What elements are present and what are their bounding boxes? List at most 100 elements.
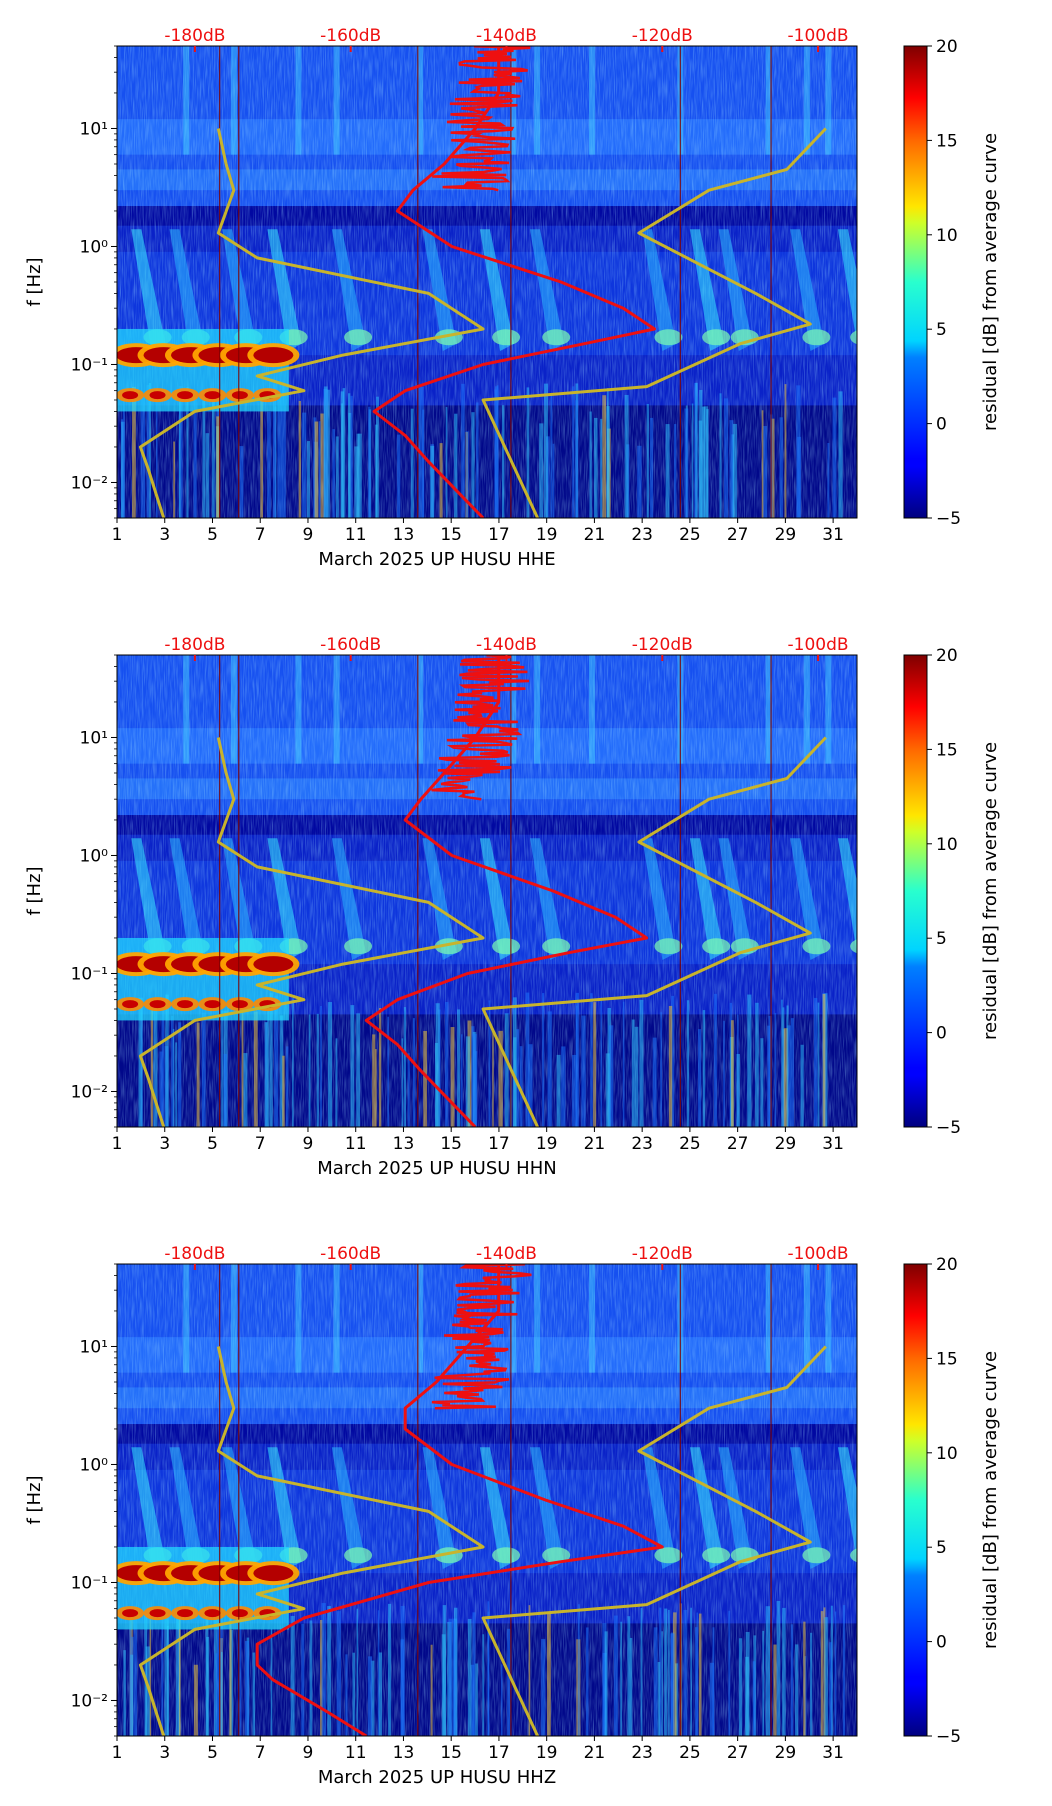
x-tick-label: 29 <box>775 1743 797 1763</box>
x-tick-label: 25 <box>679 1743 701 1763</box>
low-freq-streak <box>358 433 362 518</box>
low-freq-streak <box>838 391 843 518</box>
low-freq-streak <box>728 1610 731 1736</box>
storm-streak <box>837 838 857 954</box>
low-freq-streak <box>448 1618 453 1736</box>
low-freq-streak <box>387 1016 389 1127</box>
storm-streak <box>267 1447 302 1570</box>
storm-peak <box>850 330 857 345</box>
low-freq-streak <box>175 1609 181 1736</box>
low-freq-streak <box>442 1605 447 1736</box>
x-tick-label: 23 <box>631 525 653 545</box>
transient-stripe <box>589 46 596 155</box>
y-tick-label: 10⁻² <box>71 1691 108 1711</box>
y-axis-label: f [Hz] <box>24 866 45 915</box>
low-freq-streak <box>624 394 629 518</box>
low-freq-streak <box>378 1008 382 1127</box>
storm-streak <box>642 838 677 961</box>
x-tick-label: 21 <box>584 1743 606 1763</box>
low-freq-streak <box>133 1605 137 1736</box>
low-freq-streak <box>550 394 553 518</box>
low-freq-streak <box>320 1619 323 1736</box>
low-freq-streak <box>498 1030 503 1127</box>
colorbar-tick-label: 5 <box>936 929 947 949</box>
low-freq-streak <box>713 993 717 1127</box>
top-db-label: -180dB <box>164 1244 225 1264</box>
low-freq-streak <box>274 995 279 1127</box>
x-tick-label: 1 <box>112 525 123 545</box>
low-freq-streak <box>790 1018 794 1127</box>
y-tick-label: 10¹ <box>80 728 108 748</box>
low-freq-streak <box>285 1046 289 1127</box>
low-freq-streak <box>482 1634 485 1736</box>
transient-stripe <box>825 1264 832 1373</box>
transient-stripe <box>589 655 596 764</box>
low-freq-streak <box>664 1608 668 1736</box>
low-freq-streak <box>684 408 689 518</box>
low-freq-streak <box>513 997 517 1127</box>
storm-peak <box>702 1547 731 1564</box>
low-freq-streak <box>465 431 469 518</box>
low-freq-streak <box>179 386 183 518</box>
low-freq-streak <box>787 1025 792 1127</box>
y-axis-label: f [Hz] <box>24 257 45 306</box>
low-freq-streak <box>218 1612 223 1736</box>
low-freq-streak <box>375 1049 377 1127</box>
low-freq-streak <box>690 1607 692 1736</box>
top-db-label: -120dB <box>632 635 693 655</box>
mean-psd-curve <box>364 655 649 1127</box>
storm-streak <box>169 1447 204 1570</box>
low-freq-streak <box>445 1002 449 1127</box>
low-freq-streak <box>755 1002 759 1127</box>
low-freq-streak <box>528 1605 531 1736</box>
low-freq-streak <box>356 1013 361 1127</box>
storm-streak <box>689 838 725 961</box>
low-freq-streak <box>590 993 593 1127</box>
low-freq-streak <box>423 1031 428 1127</box>
low-freq-streak <box>541 1639 546 1736</box>
x-tick-label: 31 <box>822 1134 844 1154</box>
x-tick-label: 13 <box>393 525 415 545</box>
low-freq-streak <box>613 1615 618 1736</box>
transient-stripe <box>589 1264 596 1373</box>
transient-stripe <box>295 46 302 155</box>
storm-streak <box>689 229 725 352</box>
low-freq-streak <box>430 1644 433 1736</box>
low-freq-streak <box>356 433 360 518</box>
x-tick-label: 25 <box>679 525 701 545</box>
low-freq-streak <box>608 1025 614 1127</box>
x-tick-label: 9 <box>303 525 314 545</box>
low-freq-streak <box>269 992 273 1127</box>
low-freq-streak <box>220 1652 223 1736</box>
low-freq-streak <box>650 417 654 518</box>
low-freq-streak <box>488 1000 491 1127</box>
low-freq-streak <box>842 1605 846 1736</box>
x-tick-label: 9 <box>303 1134 314 1154</box>
colorbar-tick-label: 10 <box>936 835 958 855</box>
low-freq-streak <box>403 1007 406 1127</box>
storm-streak <box>718 838 753 961</box>
high-noise-model-curve <box>481 127 827 518</box>
low-freq-streak <box>761 410 764 518</box>
low-freq-streak <box>767 1025 771 1127</box>
low-freq-streak <box>827 442 830 518</box>
low-freq-streak <box>494 389 498 518</box>
x-tick-label: 15 <box>440 1743 462 1763</box>
low-freq-streak <box>138 997 143 1127</box>
low-freq-streak <box>575 992 579 1127</box>
transient-stripe <box>825 655 832 764</box>
low-freq-streak <box>326 389 330 518</box>
transient-stripe <box>230 655 237 764</box>
transient-stripe <box>295 655 302 764</box>
colorbar-tick-label: 15 <box>936 1349 958 1369</box>
low-freq-streak <box>589 411 592 518</box>
low-freq-streak <box>308 1014 311 1127</box>
low-freq-streak <box>738 1638 743 1736</box>
low-freq-streak <box>450 1027 455 1127</box>
microseism-hot-band <box>117 937 300 1021</box>
low-freq-streak <box>803 1621 806 1736</box>
low-freq-streak <box>243 1053 248 1127</box>
low-freq-streak <box>724 398 729 518</box>
mean-psd-curve-jitter <box>432 46 531 192</box>
low-freq-streak <box>605 1053 610 1127</box>
